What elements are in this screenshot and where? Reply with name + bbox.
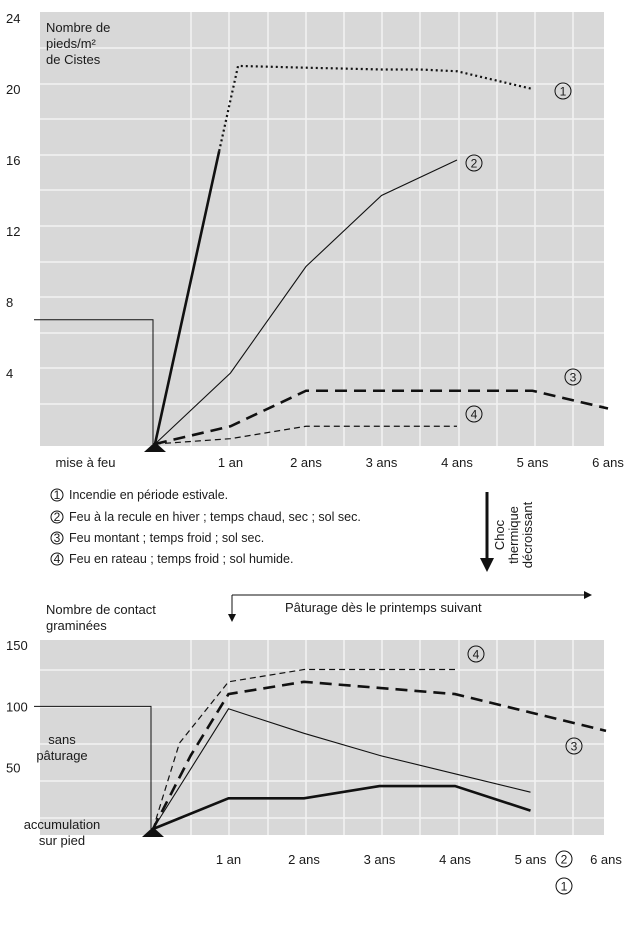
series-line-4 [152, 668, 455, 830]
series-marker-num-3: 3 [571, 740, 578, 754]
x-tick-label: 6 ans [592, 455, 624, 470]
legend-text-4: Feu en rateau ; temps froid ; sol humide… [69, 552, 293, 566]
y-tick-label: 4 [6, 366, 13, 381]
y-tick-label: 12 [6, 224, 20, 239]
arrow-label-3: décroissant [520, 501, 535, 568]
graminees-ylabel: Nombre de contact graminées [46, 602, 156, 633]
x-tick-label: 5 ans [515, 852, 547, 867]
series-line-3 [151, 680, 607, 830]
series-marker-num-2: 2 [471, 157, 478, 171]
y-tick-label: 16 [6, 153, 20, 168]
series-marker-num-2: 2 [561, 853, 568, 867]
legend-item-1: 1 Incendie en période estivale. [50, 488, 228, 502]
graminees-ylabel-line-1: Nombre de contact [46, 602, 156, 617]
y-tick-label: 100 [6, 699, 28, 714]
series-line-1 [152, 784, 531, 831]
series-marker-2 [465, 154, 483, 172]
graminees-ylabel-line-2: graminées [46, 618, 107, 633]
x-tick-label: 3 ans [364, 852, 396, 867]
y-tick-label: 24 [6, 11, 20, 26]
annotation-sans-2: pâturage [36, 748, 87, 763]
legend-num-1: 1 [54, 488, 61, 502]
legend-num-2: 2 [54, 510, 61, 524]
series-line-3 [154, 389, 609, 446]
series-marker-num-1: 1 [561, 880, 568, 894]
cistes-ylabel-line-1: Nombre de [46, 20, 110, 35]
series-marker-2 [555, 850, 573, 868]
y-tick-label: 150 [6, 638, 28, 653]
x-tick-label: 4 ans [441, 455, 473, 470]
grazing-span: Pâturage dès le printemps suivant [228, 591, 592, 622]
legend: 1 Incendie en période estivale. 2 Feu à … [50, 488, 361, 566]
series-marker-4 [467, 645, 485, 663]
legend-num-4: 4 [54, 552, 61, 566]
x-tick-label: 2 ans [290, 455, 322, 470]
annotation-accum-1: accumulation [24, 817, 101, 832]
y-tick-label: 8 [6, 295, 13, 310]
series-line-4 [154, 425, 457, 445]
fire-origin-marker [144, 442, 166, 452]
x-tick-label: 4 ans [439, 852, 471, 867]
annotations: sans pâturage accumulation sur pied [24, 732, 101, 848]
x-tick-label: 3 ans [366, 455, 398, 470]
y-tick-label: 20 [6, 82, 20, 97]
legend-text-1: Incendie en période estivale. [69, 488, 228, 502]
annotation-accum-2: sur pied [39, 833, 85, 848]
grazing-label: Pâturage dès le printemps suivant [285, 600, 482, 615]
x-tick-label: mise à feu [56, 455, 116, 470]
series-marker-num-4: 4 [473, 648, 480, 662]
x-tick-label: 5 ans [517, 455, 549, 470]
graminees-chart: 150 100 50 1 an 2 ans 3 ans 4 ans 5 ans 6 ans 1 2 3… [6, 638, 622, 895]
series-line-1-dotted [218, 64, 533, 152]
series-line-2 [152, 708, 531, 830]
pre-fire-baseline [34, 319, 154, 444]
pre-fire-baseline [34, 705, 152, 829]
series-marker-1 [554, 82, 572, 100]
y-tick-label: 50 [6, 761, 20, 776]
series-marker-num-1: 1 [560, 85, 567, 99]
legend-num-3: 3 [54, 531, 61, 545]
annotation-sans-1: sans [48, 732, 76, 747]
arrow-label-1: Choc [492, 519, 507, 550]
thermal-shock-arrow: Choc thermique décroissant [480, 492, 535, 572]
series-marker-3 [564, 368, 582, 386]
plot-area [40, 12, 604, 446]
cistes-ylabel-line-3: de Cistes [46, 52, 101, 67]
x-tick-label: 1 an [218, 455, 243, 470]
arrow-label-2: thermique [506, 506, 521, 564]
series-line-2 [154, 159, 458, 445]
x-tick-label: 2 ans [288, 852, 320, 867]
series-marker-num-4: 4 [471, 408, 478, 422]
legend-item-4: 4 Feu en rateau ; temps froid ; sol humi… [50, 552, 293, 566]
legend-item-2: 2 Feu à la recule en hiver ; temps chaud… [50, 510, 361, 524]
legend-text-2: Feu à la recule en hiver ; temps chaud, … [69, 510, 361, 524]
cistes-ylabel-line-2: pieds/m² [46, 36, 97, 51]
x-tick-label: 1 an [216, 852, 241, 867]
plot-area [40, 640, 604, 835]
x-tick-label: 6 ans [590, 852, 622, 867]
series-marker-1 [555, 877, 573, 895]
fire-origin-marker [142, 827, 164, 837]
legend-text-3: Feu montant ; temps froid ; sol sec. [69, 531, 264, 545]
legend-item-3: 3 Feu montant ; temps froid ; sol sec. [50, 531, 264, 545]
series-marker-4 [465, 405, 483, 423]
series-marker-num-3: 3 [570, 371, 577, 385]
series-line-1 [153, 150, 221, 445]
cistes-ylabel: Nombre de pieds/m² de Cistes [46, 20, 110, 67]
series-marker-3 [565, 737, 583, 755]
